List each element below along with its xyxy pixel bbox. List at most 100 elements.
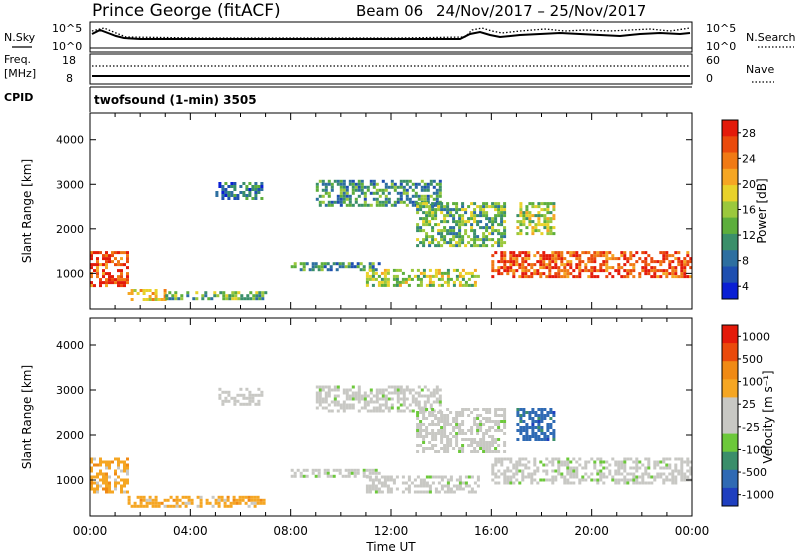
power-echo-cell <box>546 226 550 230</box>
power-echo-cell <box>458 238 462 242</box>
power-echo-cell <box>485 244 489 248</box>
power-echo-cell <box>479 205 483 209</box>
vel-echo-cell <box>371 478 375 482</box>
vel-echo-cell <box>614 481 618 485</box>
vel-echo-cell <box>590 478 594 482</box>
vel-echo-band <box>218 387 264 406</box>
vel-echo-cell <box>596 472 600 476</box>
power-echo-cell <box>117 263 120 267</box>
vel-echo-cell <box>438 403 442 407</box>
vel-echo-cell <box>154 501 158 505</box>
vel-echo-cell <box>644 469 648 473</box>
vel-echo-cell <box>494 463 498 467</box>
vel-echo-cell <box>522 414 526 417</box>
power-echo-cell <box>425 205 429 209</box>
power-echo-cell <box>311 262 315 266</box>
vel-echo-cell <box>531 429 535 432</box>
vel-echo-cell <box>674 466 678 470</box>
power-echo-cell <box>321 194 325 198</box>
power-echo-cell <box>512 263 516 267</box>
vel-echo-cell <box>105 460 108 464</box>
vel-echo-cell <box>560 475 564 479</box>
vel-echo-cell <box>533 460 537 464</box>
power-echo-cell <box>467 220 471 224</box>
vel-echo-cell <box>566 460 570 464</box>
vel-echo-cell <box>127 495 131 499</box>
vel-echo-cell <box>250 498 254 502</box>
power-echo-cell <box>641 260 645 264</box>
power-echo-cell <box>506 269 510 273</box>
vel-echo-cell <box>416 411 420 414</box>
power-echo-cell <box>102 263 105 267</box>
power-echo-cell <box>500 238 504 242</box>
power-echo-cell <box>443 214 447 218</box>
vel-echo-cell <box>353 468 357 472</box>
power-echo-cell <box>482 202 486 206</box>
vel-echo-cell <box>422 441 426 444</box>
power-echo-cell <box>386 277 390 281</box>
vel-echo-cell <box>336 394 340 398</box>
power-echo-cell <box>476 214 480 218</box>
vel-echo-cell <box>470 487 474 491</box>
power-echo-cell <box>446 205 450 209</box>
power-echo-cell <box>605 254 609 258</box>
power-echo-cell <box>425 202 429 206</box>
vel-echo-cell <box>214 501 218 505</box>
power-echo-cell <box>108 281 111 285</box>
vel-echo-cell <box>632 460 636 464</box>
vel-echo-cell <box>223 501 227 505</box>
power-echo-cell <box>551 260 555 264</box>
beam-label: Beam 06 <box>356 2 423 20</box>
vel-echo-cell <box>387 391 391 395</box>
vel-echo-cell <box>488 441 492 444</box>
vel-echo-cell <box>411 394 415 398</box>
vel-echo-cell <box>419 444 423 447</box>
power-echo-cell <box>410 277 414 281</box>
vel-echo-cell <box>494 472 498 476</box>
vel-echo-cell <box>497 444 501 447</box>
vel-echo-cell <box>396 391 400 395</box>
vel-echo-cell <box>211 504 215 508</box>
vel-echo-cell <box>318 397 322 401</box>
power-echo-cell <box>126 272 129 276</box>
vel-echo-cell <box>512 466 516 470</box>
power-echo-cell <box>515 260 519 264</box>
power-echo-cell <box>254 197 258 200</box>
power-echo-cell <box>126 266 129 270</box>
vel-echo-cell <box>345 397 349 401</box>
power-echo-cell <box>503 266 507 270</box>
power-echo-cell <box>485 235 489 239</box>
x-tick-label: 08:00 <box>273 524 308 538</box>
power-echo-cell <box>503 241 507 245</box>
vel-echo-cell <box>374 475 378 479</box>
power-echo-cell <box>503 260 507 264</box>
vel-echo-cell <box>680 466 684 470</box>
vel-echo-cell <box>437 411 441 414</box>
vel-echo-cell <box>372 409 376 413</box>
power-echo-cell <box>344 265 348 269</box>
power-echo-cell <box>537 202 541 206</box>
power-echo-cell <box>390 203 394 207</box>
power-echo-cell <box>420 194 424 198</box>
vel-echo-cell <box>647 475 651 479</box>
power-echo-cell <box>566 263 570 267</box>
vel-echo-cell <box>175 495 179 499</box>
power-echo-cell <box>524 257 528 261</box>
power-echo-cell <box>623 257 627 261</box>
vel-echo-cell <box>494 411 498 414</box>
power-echo-cell <box>120 257 123 261</box>
power-echo-cell <box>363 185 367 189</box>
power-echo-cell <box>120 284 123 288</box>
vel-echo-cell <box>416 484 420 488</box>
vel-echo-cell <box>473 420 477 423</box>
power-echo-cell <box>611 266 615 270</box>
vel-echo-cell <box>384 400 388 404</box>
vel-echo-cell <box>458 426 462 429</box>
power-echo-cell <box>372 179 376 183</box>
power-echo-cell <box>467 271 471 275</box>
power-echo-cell <box>494 251 498 255</box>
power-echo-cell <box>342 188 346 192</box>
power-echo-cell <box>491 217 495 221</box>
power-echo-cell <box>491 263 495 267</box>
power-echo-cell <box>527 251 531 255</box>
